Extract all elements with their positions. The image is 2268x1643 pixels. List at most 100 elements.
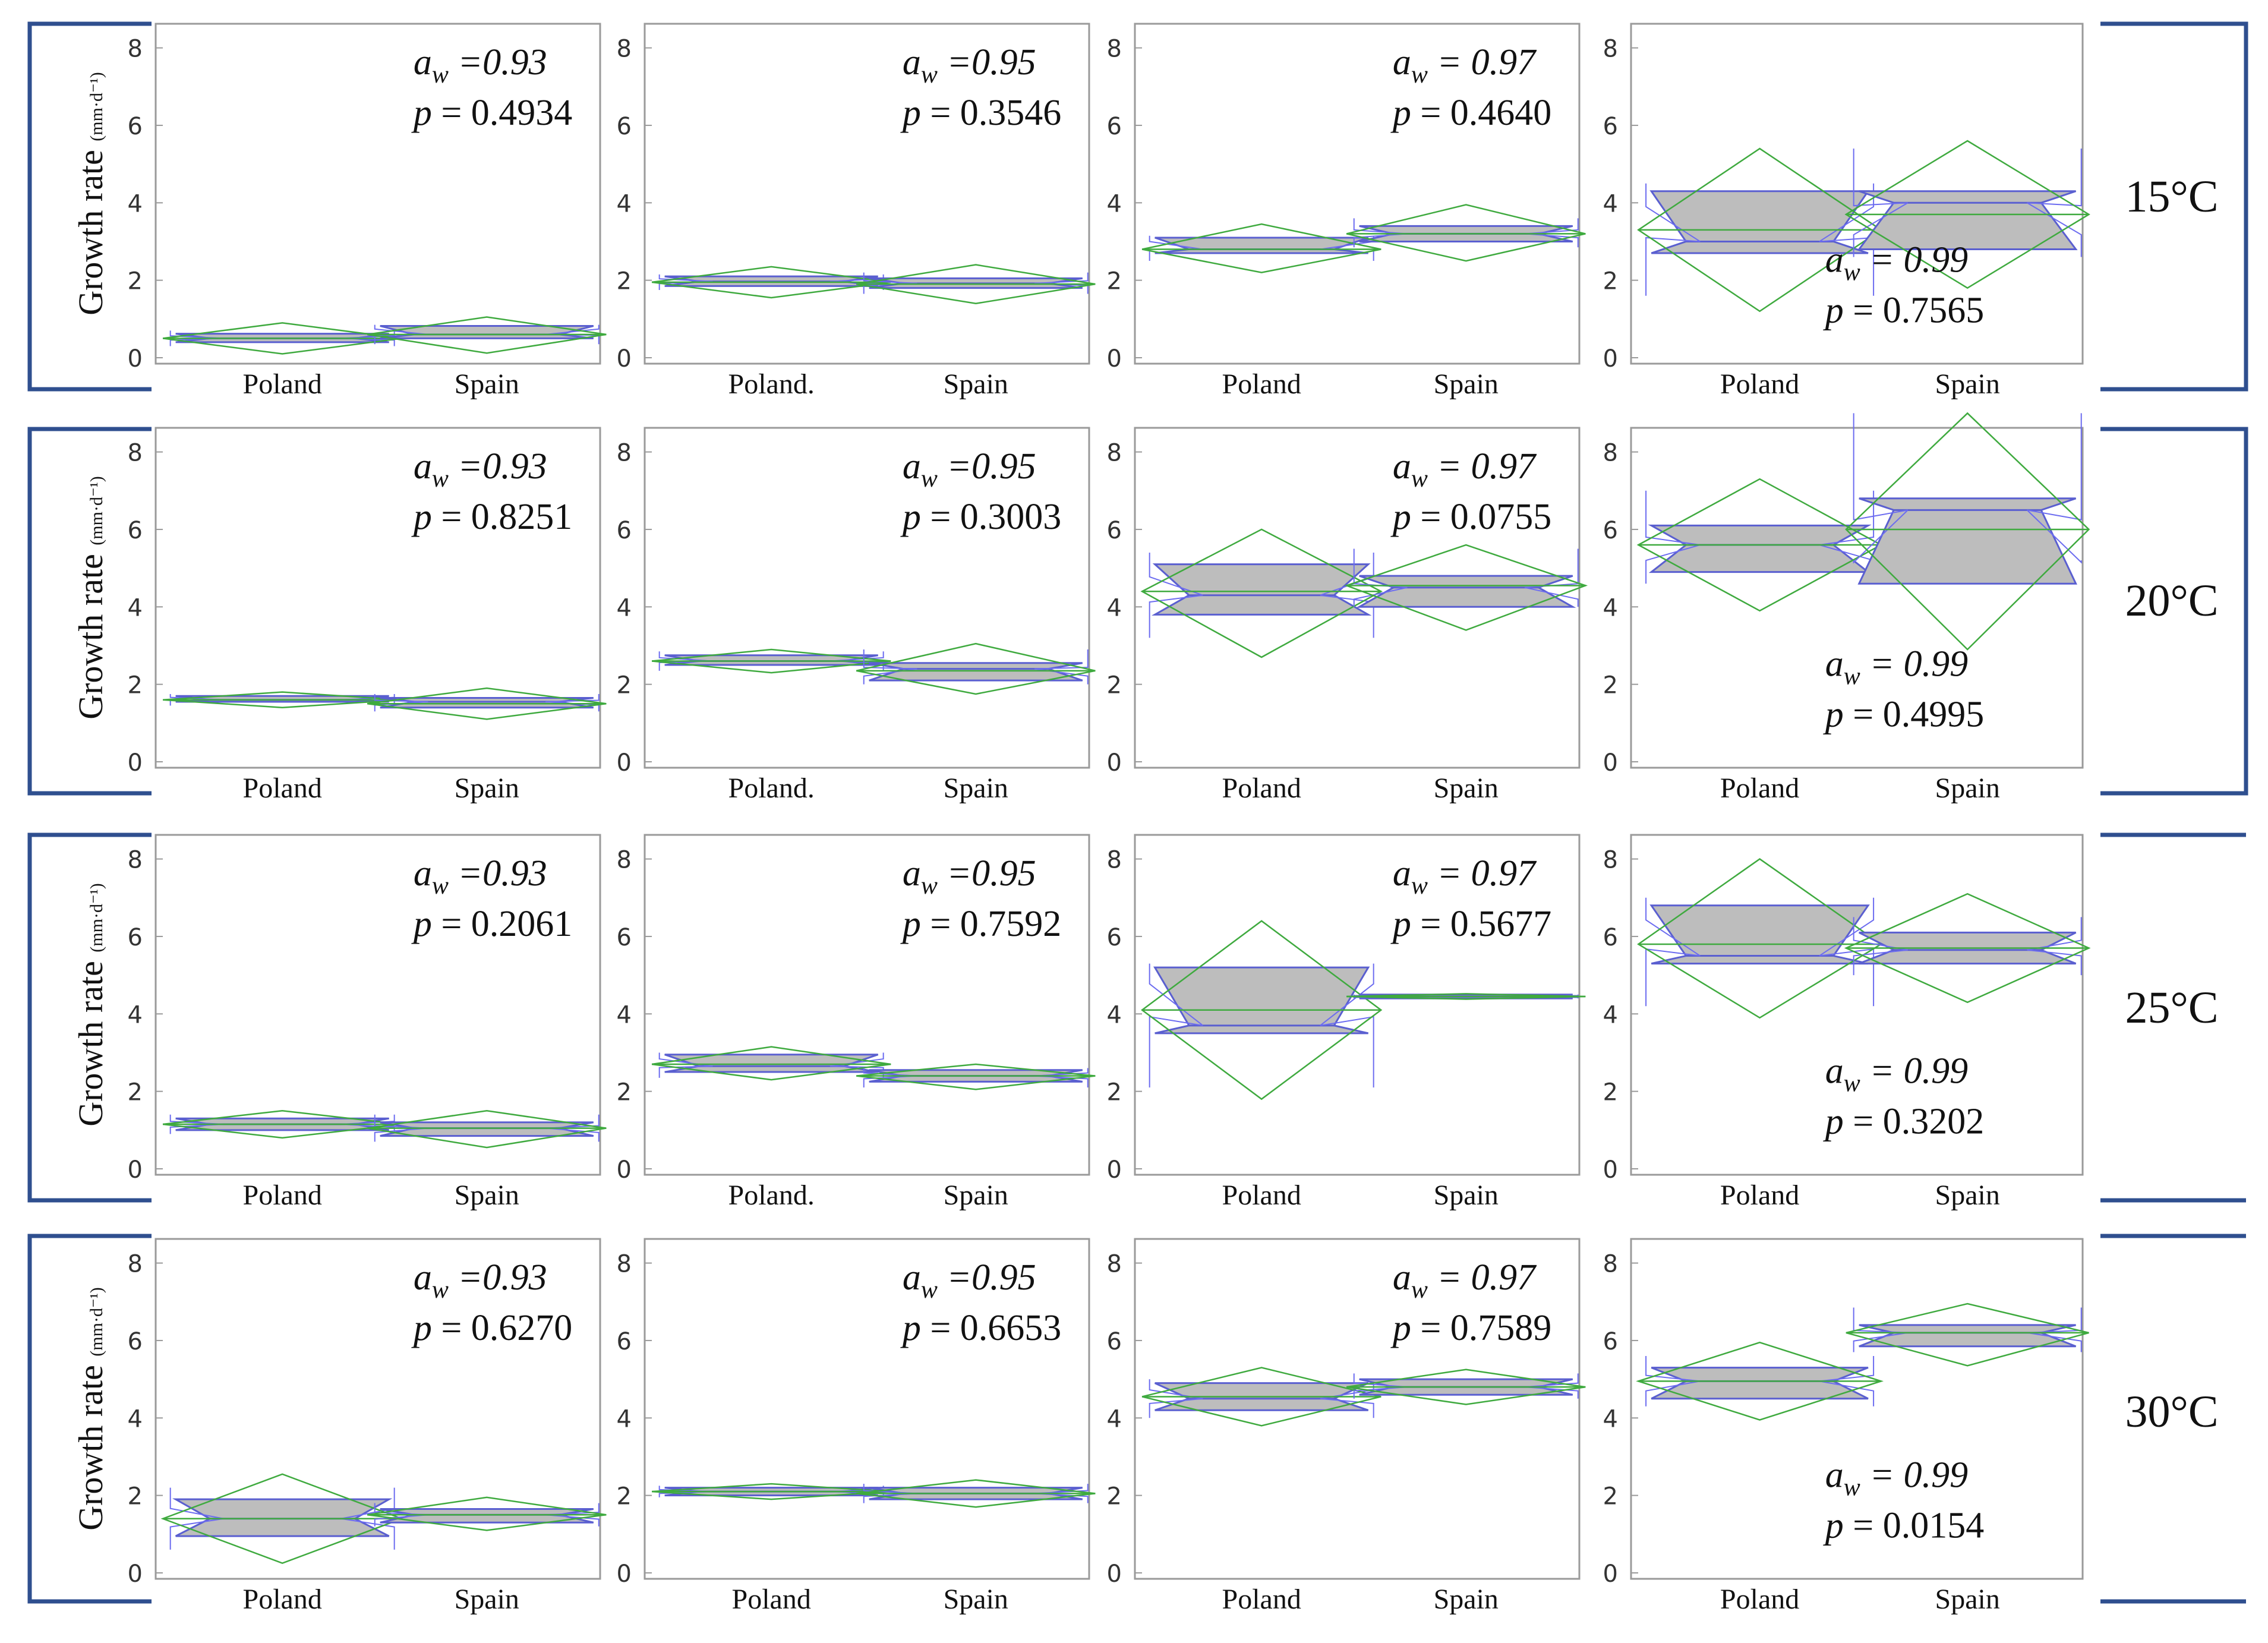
chart-panel: 0 2 4 6 8 Poland. Spain aw =0.95p = 0.7592 [617, 834, 1096, 1211]
y-tick-label: 4 [1603, 190, 1618, 217]
whisker-right-lower [2026, 509, 2082, 564]
whisker-left-upper [863, 272, 917, 284]
category-label: Spain [455, 1584, 519, 1615]
whisker-right-lower [1819, 1380, 1875, 1407]
whisker-right-upper [545, 1503, 600, 1516]
box-spain [869, 662, 1083, 682]
y-tick-label: 8 [128, 847, 143, 874]
y-tick-label: 2 [617, 672, 632, 699]
y-tick-label: 6 [1603, 517, 1618, 544]
p-value-annotation: p = 0.7565 [1823, 291, 1984, 331]
p-value-annotation: p = 0.6653 [900, 1308, 1061, 1348]
category-label: Poland [1222, 368, 1301, 400]
y-tick-label: 4 [128, 594, 143, 622]
chart-panel: 0 2 4 6 8 Poland Spain aw =0.93p = 0.4934 [128, 23, 607, 400]
p-value-annotation: p = 0.8251 [411, 497, 572, 537]
y-tick-label: 2 [128, 1483, 143, 1510]
whisker-right-upper [545, 693, 600, 702]
whisker-left-upper [1353, 218, 1408, 235]
whisker-right-upper [1034, 1484, 1089, 1494]
whisker-left-lower [1149, 594, 1203, 638]
aw-annotation: aw = 0.99 [1825, 240, 1968, 286]
category-label: Poland [1222, 1584, 1301, 1615]
whisker-left-upper [374, 1503, 428, 1516]
y-tick-label: 8 [617, 440, 632, 467]
whisker-left-upper [1645, 1356, 1701, 1382]
y-tick-label: 8 [1603, 36, 1618, 63]
whisker-right-upper [1819, 490, 1875, 546]
y-tick-label: 2 [1107, 268, 1122, 295]
aw-annotation: aw =0.95 [903, 446, 1036, 493]
y-tick-label: 4 [1603, 1405, 1618, 1433]
chart-panel: 0 2 4 6 8 Poland Spain aw = 0.97p = 0.5677 [1107, 834, 1586, 1211]
whisker-left-upper [1149, 235, 1203, 250]
plot-area [1630, 1238, 2084, 1580]
mean-diamond [1844, 893, 2091, 1004]
y-tick-label: 2 [1107, 672, 1122, 699]
box-poland [1648, 524, 1872, 573]
whisker-left-upper [169, 1114, 224, 1125]
chart-panel: 0 2 4 6 8 Poland Spain aw = 0.99p = 0.0154 [1603, 1238, 2089, 1615]
whisker-left-lower [1853, 202, 1909, 257]
y-tick-label: 0 [1603, 1560, 1618, 1588]
aw-annotation: aw =0.93 [414, 42, 547, 89]
plot-area [154, 427, 601, 769]
left-bracket [27, 1234, 152, 1604]
whisker-left-upper [169, 1487, 224, 1519]
y-tick-label: 6 [617, 924, 632, 951]
category-label: Poland [1720, 772, 1799, 804]
whisker-left-upper [863, 1484, 917, 1494]
category-label: Spain [455, 368, 519, 400]
whisker-left-upper [169, 693, 224, 701]
y-tick-label: 4 [617, 190, 632, 217]
y-tick-label: 4 [617, 1001, 632, 1029]
y-tick-label: 2 [617, 1079, 632, 1106]
y-axis-label: Growth rate (mm·d⁻¹) [71, 883, 110, 1127]
whisker-left-lower [374, 1514, 428, 1527]
y-tick-label: 6 [1603, 924, 1618, 951]
plot-area [644, 834, 1090, 1176]
p-value-annotation: p = 0.6270 [411, 1308, 572, 1348]
row-label: 25°C [2125, 983, 2218, 1033]
whisker-right-upper [2027, 149, 2082, 207]
y-tick-label: 8 [617, 1251, 632, 1278]
whisker-right-upper [2027, 413, 2082, 521]
category-label: Spain [944, 1584, 1008, 1615]
y-tick-label: 0 [1603, 749, 1618, 777]
chart-panel: 0 2 4 6 8 Poland. Spain aw =0.95p = 0.3003 [617, 427, 1096, 804]
y-tick-label: 6 [1107, 1328, 1122, 1355]
whisker-right-upper [1320, 963, 1374, 1026]
mean-diamond [1846, 1303, 2089, 1367]
chart-panel: 0 2 4 6 8 Poland Spain aw = 0.99p = 0.3202 [1603, 834, 2091, 1211]
aw-annotation: aw =0.93 [414, 1257, 547, 1304]
p-value-annotation: p = 0.3003 [900, 497, 1061, 537]
y-axis-label: Growth rate (mm·d⁻¹) [71, 476, 110, 720]
whisker-right-upper [1524, 1373, 1579, 1388]
whisker-right-upper [829, 651, 884, 662]
aw-annotation: aw = 0.99 [1825, 1051, 1968, 1098]
category-label: Poland [1222, 772, 1301, 804]
y-tick-label: 8 [617, 847, 632, 874]
left-bracket [27, 832, 152, 1203]
y-tick-label: 2 [1107, 1483, 1122, 1510]
p-value-annotation: p = 0.0154 [1823, 1506, 1984, 1546]
y-tick-label: 4 [617, 1405, 632, 1433]
whisker-right-lower [545, 1514, 600, 1527]
whisker-right-lower [1034, 1075, 1089, 1088]
category-label: Spain [944, 1180, 1008, 1211]
right-bracket [2100, 427, 2248, 796]
plot-area [644, 1238, 1090, 1580]
y-tick-label: 2 [1603, 1483, 1618, 1510]
category-label: Poland [732, 1584, 811, 1615]
chart-panel: 0 2 4 6 8 Poland Spain aw =0.93p = 0.6270 [128, 1238, 607, 1615]
whisker-left-upper [1149, 1379, 1203, 1399]
y-tick-label: 0 [1603, 345, 1618, 373]
y-tick-label: 4 [617, 594, 632, 622]
category-label: Poland [243, 368, 322, 400]
y-tick-label: 6 [1603, 1328, 1618, 1355]
y-tick-label: 6 [617, 1328, 632, 1355]
y-tick-label: 4 [128, 1001, 143, 1029]
p-value-annotation: p = 0.3202 [1823, 1102, 1984, 1142]
y-tick-label: 8 [128, 36, 143, 63]
